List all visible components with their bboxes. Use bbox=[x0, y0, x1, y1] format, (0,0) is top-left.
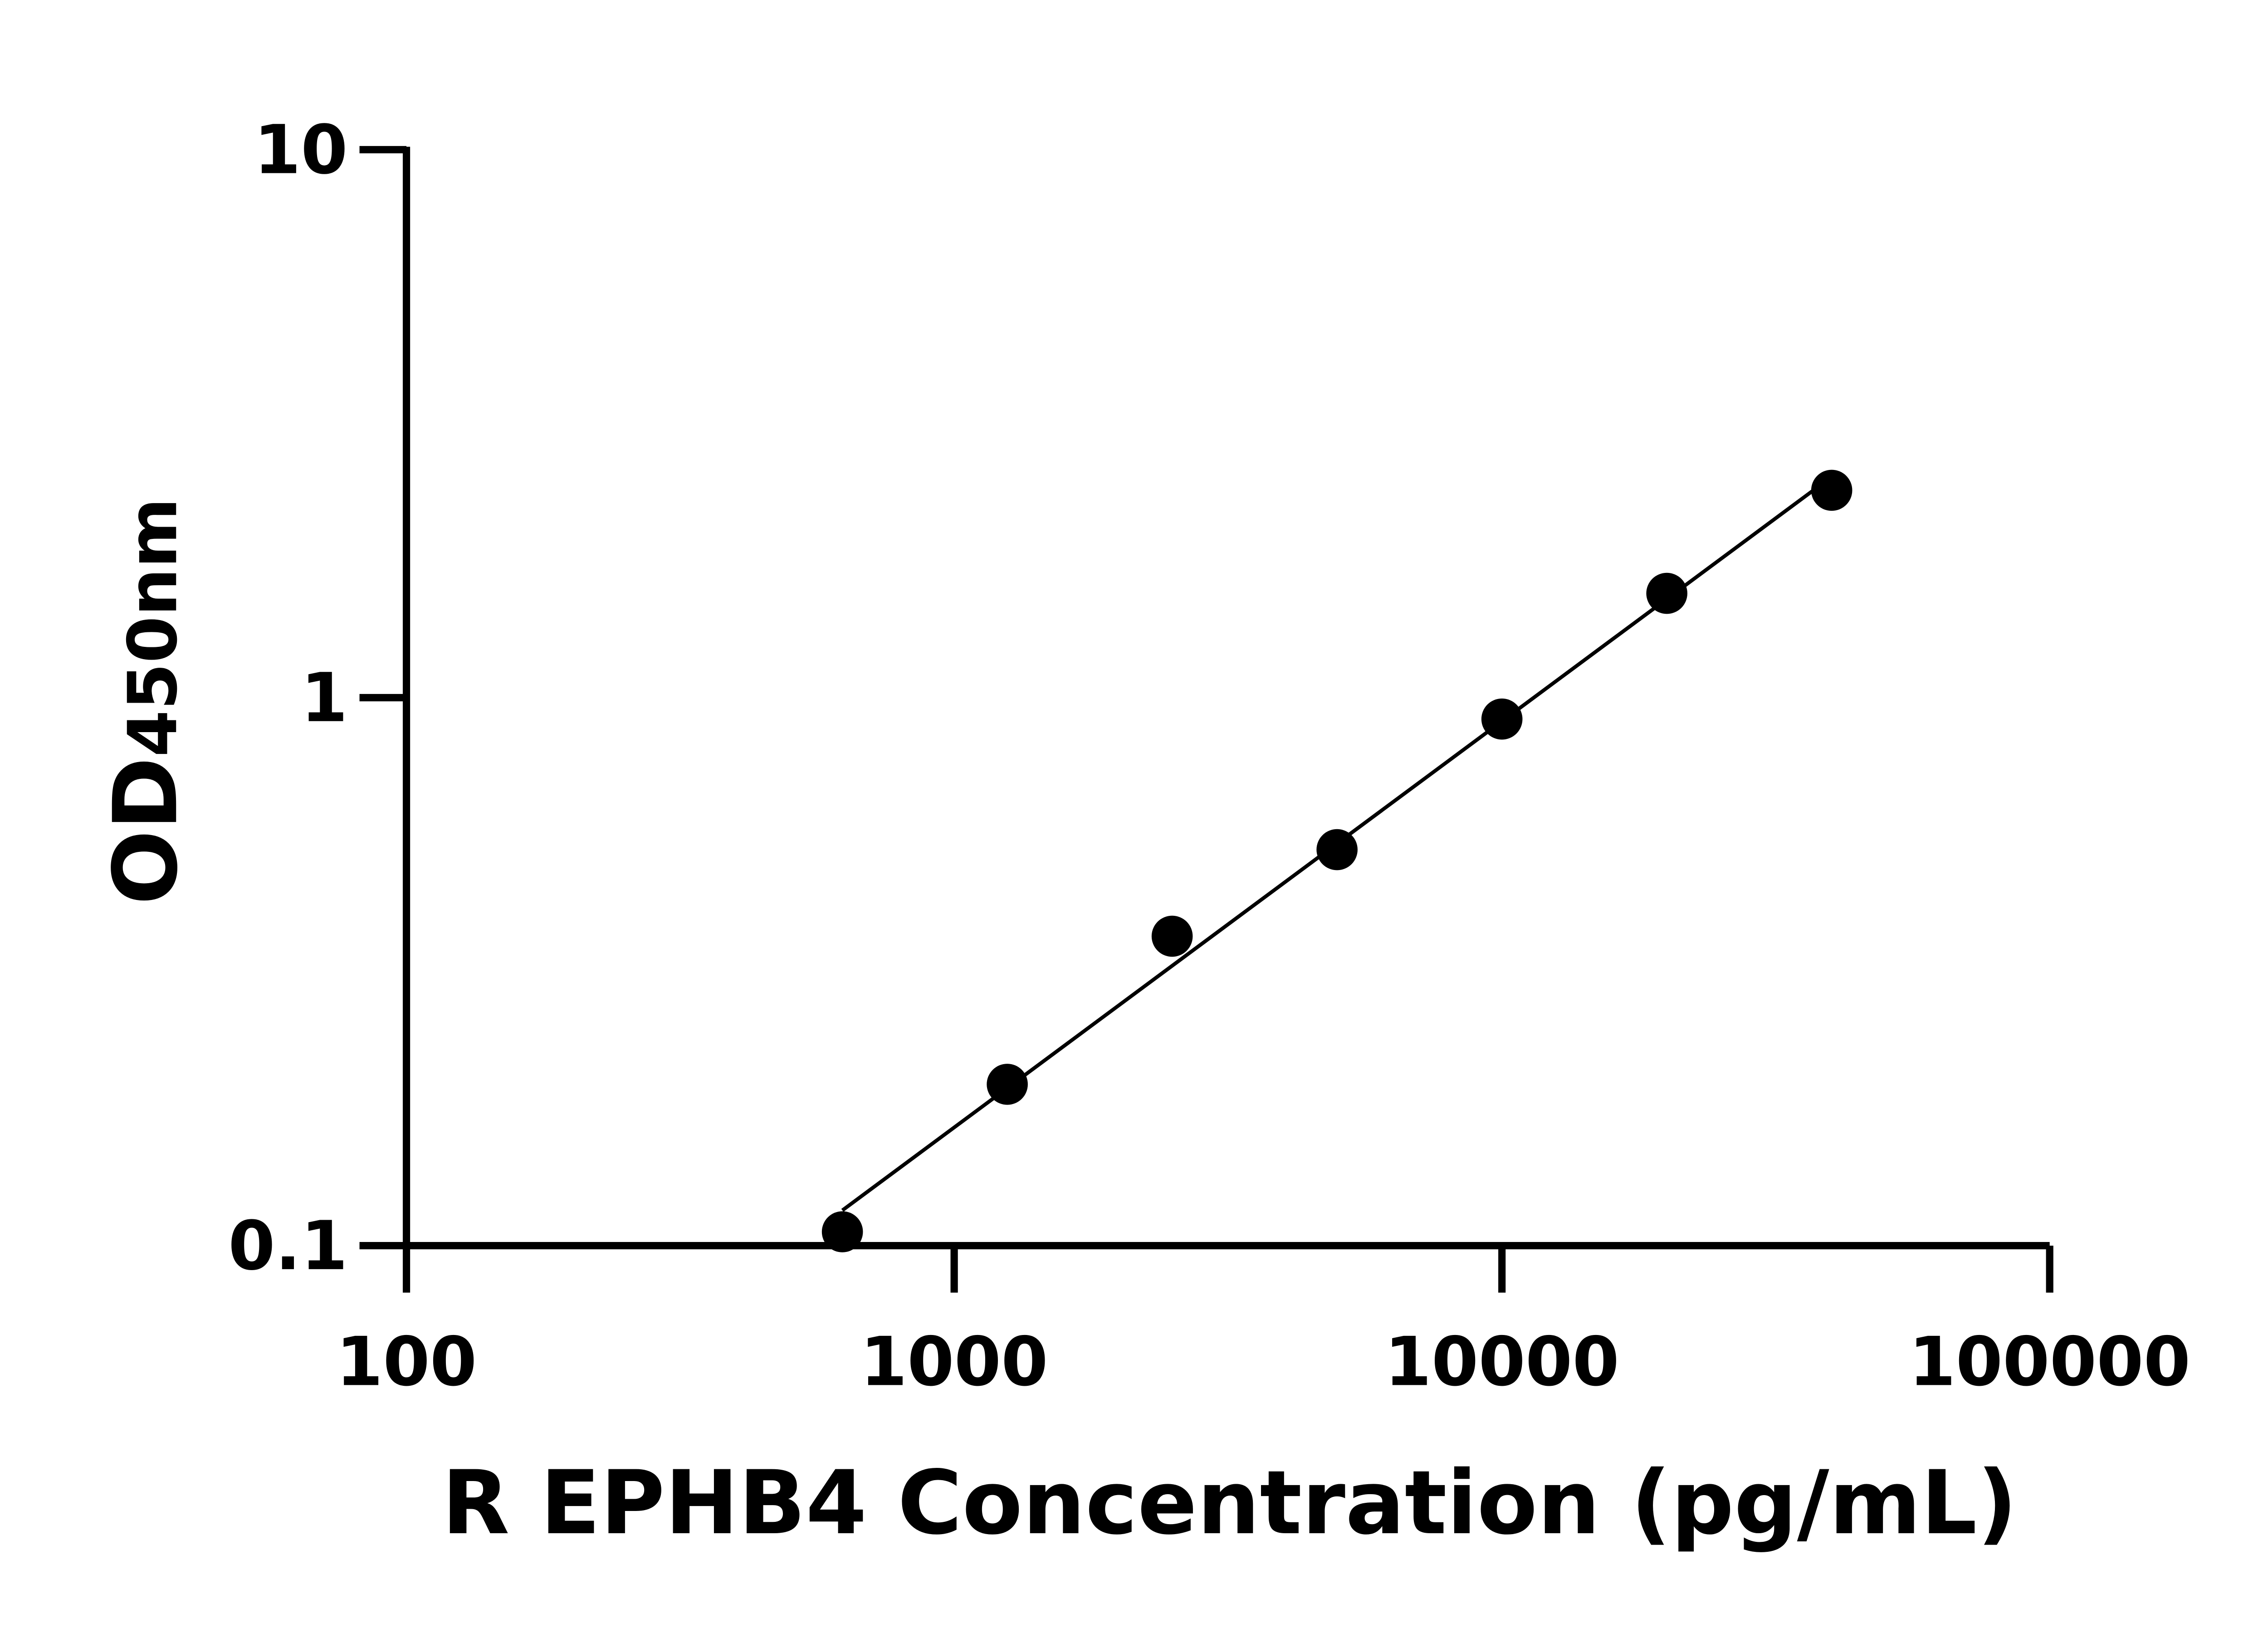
data-point bbox=[1151, 915, 1193, 957]
data-point bbox=[1646, 572, 1687, 614]
y-tick-label: 0.1 bbox=[228, 1207, 348, 1286]
data-point bbox=[1811, 469, 1853, 511]
data-point bbox=[1316, 829, 1358, 870]
x-tick-label: 10000 bbox=[1384, 1323, 1619, 1401]
x-tick-label: 1000 bbox=[860, 1323, 1048, 1401]
x-axis-label: R EPHB4 Concentration (pg/mL) bbox=[442, 1452, 2017, 1554]
data-points bbox=[821, 469, 1853, 1252]
x-tick-label: 100000 bbox=[1909, 1323, 2190, 1401]
y-axis-label: OD450nm bbox=[94, 498, 197, 905]
x-tick-label: 100 bbox=[336, 1323, 477, 1401]
axes: 100 1000 10000 100000 0.1 1 10 bbox=[228, 111, 2190, 1402]
y-axis-label-main: OD bbox=[94, 757, 197, 905]
data-point bbox=[1481, 698, 1523, 740]
y-tick-label: 1 bbox=[301, 659, 348, 738]
data-point bbox=[987, 1064, 1028, 1105]
data-point bbox=[821, 1211, 863, 1252]
y-axis-label-sub: 450nm bbox=[114, 498, 192, 757]
y-tick-label: 10 bbox=[254, 111, 348, 190]
